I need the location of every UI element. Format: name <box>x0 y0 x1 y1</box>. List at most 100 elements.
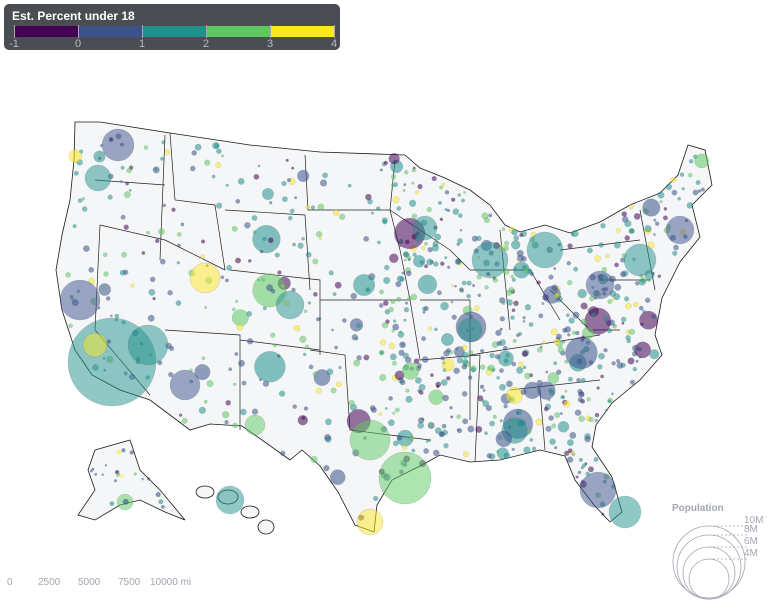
county-bubble <box>605 254 610 259</box>
county-bubble <box>480 348 485 354</box>
county-bubble <box>116 449 122 455</box>
county-bubble <box>499 327 503 331</box>
county-bubble <box>506 298 513 306</box>
county-bubble <box>629 379 636 385</box>
county-bubble <box>443 443 449 449</box>
county-bubble <box>689 158 694 164</box>
county-bubble <box>513 235 520 241</box>
county-bubble <box>259 249 264 254</box>
county-bubble <box>409 199 417 207</box>
county-bubble <box>556 369 562 375</box>
county-bubble <box>175 300 182 306</box>
county-bubble <box>605 408 608 412</box>
county-bubble <box>649 349 660 360</box>
county-bubble <box>125 181 129 186</box>
county-bubble <box>421 356 429 363</box>
county-bubble <box>332 292 337 297</box>
county-bubble <box>281 196 288 203</box>
county-bubble <box>600 374 604 379</box>
county-bubble <box>598 352 605 360</box>
county-bubble <box>180 222 185 227</box>
county-bubble <box>607 299 613 304</box>
county-bubble <box>454 258 462 265</box>
county-bubble <box>594 418 598 423</box>
county-bubble <box>492 414 497 419</box>
county-bubble <box>566 260 572 266</box>
county-bubble <box>65 272 71 278</box>
county-bubble <box>122 269 129 275</box>
county-bubble <box>548 415 554 421</box>
county-bubble <box>504 240 510 246</box>
county-bubble <box>161 140 166 145</box>
population-label-10m: 10M <box>744 515 764 526</box>
county-bubble <box>564 326 572 333</box>
county-bubble <box>412 215 438 241</box>
county-bubble <box>440 379 448 386</box>
county-bubbles <box>59 128 710 536</box>
county-bubble <box>121 251 128 258</box>
county-bubble <box>565 336 598 370</box>
color-swatch <box>270 26 334 37</box>
county-bubble <box>262 306 267 311</box>
county-bubble <box>426 206 432 213</box>
county-bubble <box>564 450 570 456</box>
county-bubble <box>158 228 165 235</box>
county-bubble <box>511 308 516 313</box>
county-bubble <box>496 340 502 347</box>
county-bubble <box>440 355 446 361</box>
county-bubble <box>413 255 426 268</box>
county-bubble <box>485 405 493 412</box>
county-bubble <box>297 415 308 426</box>
color-swatch <box>78 26 142 37</box>
county-bubble <box>673 244 679 251</box>
county-bubble <box>584 435 591 443</box>
county-bubble <box>486 453 492 459</box>
county-bubble <box>482 388 486 392</box>
county-bubble <box>484 285 489 290</box>
county-bubble <box>384 264 390 271</box>
county-bubble <box>506 387 523 404</box>
county-bubble <box>567 280 573 286</box>
county-bubble <box>513 267 518 272</box>
county-bubble <box>496 450 500 454</box>
county-bubble <box>120 474 124 478</box>
county-bubble <box>444 189 450 195</box>
county-bubble <box>376 240 381 245</box>
county-bubble <box>312 371 318 377</box>
county-bubble <box>83 245 90 253</box>
county-bubble <box>122 498 129 505</box>
county-bubble <box>370 211 374 215</box>
county-bubble <box>521 255 527 262</box>
county-bubble <box>397 331 405 338</box>
county-bubble <box>585 270 615 300</box>
county-bubble <box>404 301 409 305</box>
county-bubble <box>312 258 319 265</box>
county-bubble <box>428 389 444 405</box>
county-bubble <box>577 397 583 403</box>
county-bubble <box>568 317 575 324</box>
county-bubble <box>511 229 518 236</box>
county-bubble <box>405 395 413 404</box>
population-legend: Population 10M 8M 6M 4M <box>650 500 784 600</box>
county-bubble <box>651 313 657 320</box>
population-circles <box>672 525 747 600</box>
county-bubble <box>588 466 595 473</box>
county-bubble <box>619 271 627 278</box>
county-bubble <box>440 333 454 346</box>
county-bubble <box>411 213 418 219</box>
county-bubble <box>576 377 581 383</box>
county-bubble <box>511 361 517 367</box>
county-bubble <box>388 153 400 165</box>
county-bubble <box>503 404 508 409</box>
county-bubble <box>317 203 325 211</box>
county-bubble <box>601 512 605 516</box>
county-bubble <box>246 310 253 317</box>
county-bubble <box>68 149 83 163</box>
county-bubble <box>254 351 286 383</box>
state-border <box>419 354 481 463</box>
county-bubble <box>222 411 230 419</box>
county-bubble <box>554 446 558 450</box>
county-bubble <box>353 274 376 297</box>
county-bubble <box>531 446 537 452</box>
